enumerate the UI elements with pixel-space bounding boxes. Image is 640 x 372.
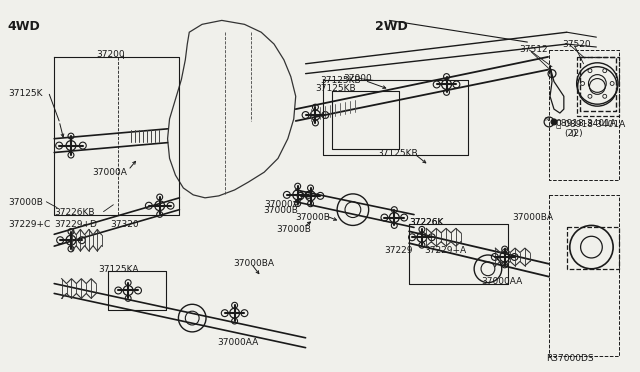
Text: 37229+C: 37229+C bbox=[8, 219, 50, 228]
Text: 37229+A: 37229+A bbox=[424, 246, 466, 255]
Text: N: N bbox=[545, 118, 550, 122]
Text: 37000: 37000 bbox=[343, 74, 372, 83]
Text: (2): (2) bbox=[564, 129, 577, 138]
Text: 37320: 37320 bbox=[111, 219, 139, 228]
Text: 37229: 37229 bbox=[385, 246, 413, 255]
Text: 37000B: 37000B bbox=[8, 198, 43, 207]
Text: 37125K: 37125K bbox=[8, 89, 42, 99]
Text: 37226K: 37226K bbox=[409, 218, 444, 227]
Text: 37000B: 37000B bbox=[276, 225, 311, 234]
Circle shape bbox=[551, 119, 557, 125]
Text: (2): (2) bbox=[570, 129, 582, 138]
Text: 37125KB: 37125KB bbox=[321, 76, 361, 84]
Text: 37226KB: 37226KB bbox=[54, 208, 95, 217]
Text: 37000A: 37000A bbox=[93, 168, 127, 177]
Text: 37000AA: 37000AA bbox=[481, 277, 522, 286]
Text: 37226K: 37226K bbox=[409, 218, 444, 227]
Text: 37125KA: 37125KA bbox=[99, 265, 139, 274]
Text: 08918-3401A: 08918-3401A bbox=[555, 119, 616, 128]
Text: 37000A: 37000A bbox=[264, 200, 299, 209]
Text: 4WD: 4WD bbox=[8, 20, 40, 33]
Text: 37125KB: 37125KB bbox=[316, 84, 356, 93]
Text: 37125KB: 37125KB bbox=[378, 148, 418, 158]
Text: 37000AA: 37000AA bbox=[217, 338, 258, 347]
Text: 37000B: 37000B bbox=[263, 206, 298, 215]
Text: 37229+D: 37229+D bbox=[54, 219, 97, 228]
Text: 37200: 37200 bbox=[97, 50, 125, 59]
Text: 37000BA: 37000BA bbox=[513, 213, 554, 222]
Text: 37512: 37512 bbox=[520, 45, 548, 54]
Text: 37520: 37520 bbox=[562, 40, 591, 49]
Text: Ⓝ 08918-3401A: Ⓝ 08918-3401A bbox=[556, 119, 625, 128]
Text: 37000B: 37000B bbox=[296, 213, 331, 222]
Text: 2WD: 2WD bbox=[374, 20, 407, 33]
Text: 37000BA: 37000BA bbox=[234, 259, 275, 268]
Text: R37000DS: R37000DS bbox=[546, 353, 594, 363]
